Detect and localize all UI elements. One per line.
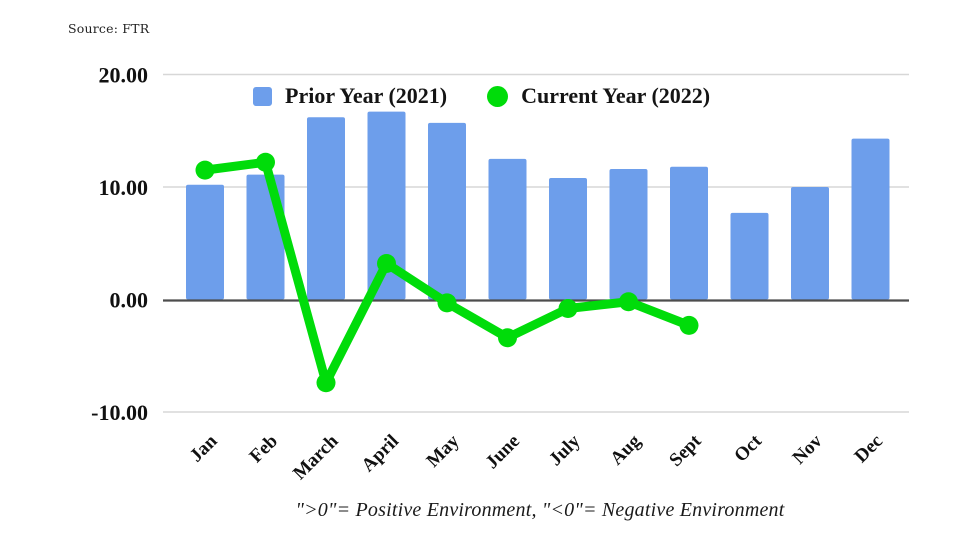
caption: ">0"= Positive Environment, "<0"= Negati… xyxy=(295,499,785,521)
bar-aug xyxy=(609,169,648,300)
y-tick-label-20: 20.00 xyxy=(99,63,149,88)
line-series-swatch-icon xyxy=(487,85,509,107)
bar-nov xyxy=(791,187,829,300)
bar-july xyxy=(549,178,587,300)
x-tick-label-dec: Dec xyxy=(851,431,887,467)
x-tick-label-sept: Sept xyxy=(665,430,706,471)
marker-march xyxy=(316,373,336,393)
legend-label-prior-year: Prior Year (2021) xyxy=(285,83,448,108)
x-tick-label-oct: Oct xyxy=(730,430,766,466)
y-tick-label--10: -10.00 xyxy=(91,400,148,425)
y-tick-label-10: 10.00 xyxy=(99,175,149,200)
marker-feb xyxy=(256,152,275,172)
marker-aug xyxy=(619,292,638,312)
legend: Prior Year (2021) Current Year (2022) xyxy=(253,83,710,109)
marker-sept xyxy=(679,315,699,335)
x-tick-label-may: May xyxy=(423,430,464,471)
bar-march xyxy=(307,117,345,300)
marker-jan xyxy=(195,160,215,180)
x-tick-label-feb: Feb xyxy=(246,431,282,467)
bar-june xyxy=(488,158,527,300)
marker-april xyxy=(377,254,396,273)
bar-series-swatch-icon xyxy=(253,86,272,106)
x-tick-label-jan: Jan xyxy=(186,430,222,466)
x-tick-label-nov: Nov xyxy=(789,430,827,468)
bar-dec xyxy=(851,138,890,300)
bar-april xyxy=(367,111,406,300)
x-tick-label-march: March xyxy=(289,430,343,484)
bar-oct xyxy=(730,212,769,300)
bar-sept xyxy=(670,166,708,300)
legend-label-current-year: Current Year (2022) xyxy=(521,83,711,108)
x-tick-label-june: June xyxy=(482,431,524,473)
legend-item-prior-year: Prior Year (2021) xyxy=(253,83,447,109)
marker-july xyxy=(558,299,578,318)
marker-may xyxy=(437,293,457,313)
legend-item-current-year: Current Year (2022) xyxy=(487,83,710,109)
marker-june xyxy=(498,328,517,348)
bar-jan xyxy=(186,184,224,300)
bar-may xyxy=(428,122,466,300)
x-tick-label-aug: Aug xyxy=(606,430,645,469)
x-tick-label-april: April xyxy=(358,431,403,476)
x-tick-label-july: July xyxy=(545,430,585,470)
bar-feb xyxy=(246,174,285,300)
source-label: Source: FTR xyxy=(68,21,150,36)
y-tick-label-0: 0.00 xyxy=(110,288,149,313)
